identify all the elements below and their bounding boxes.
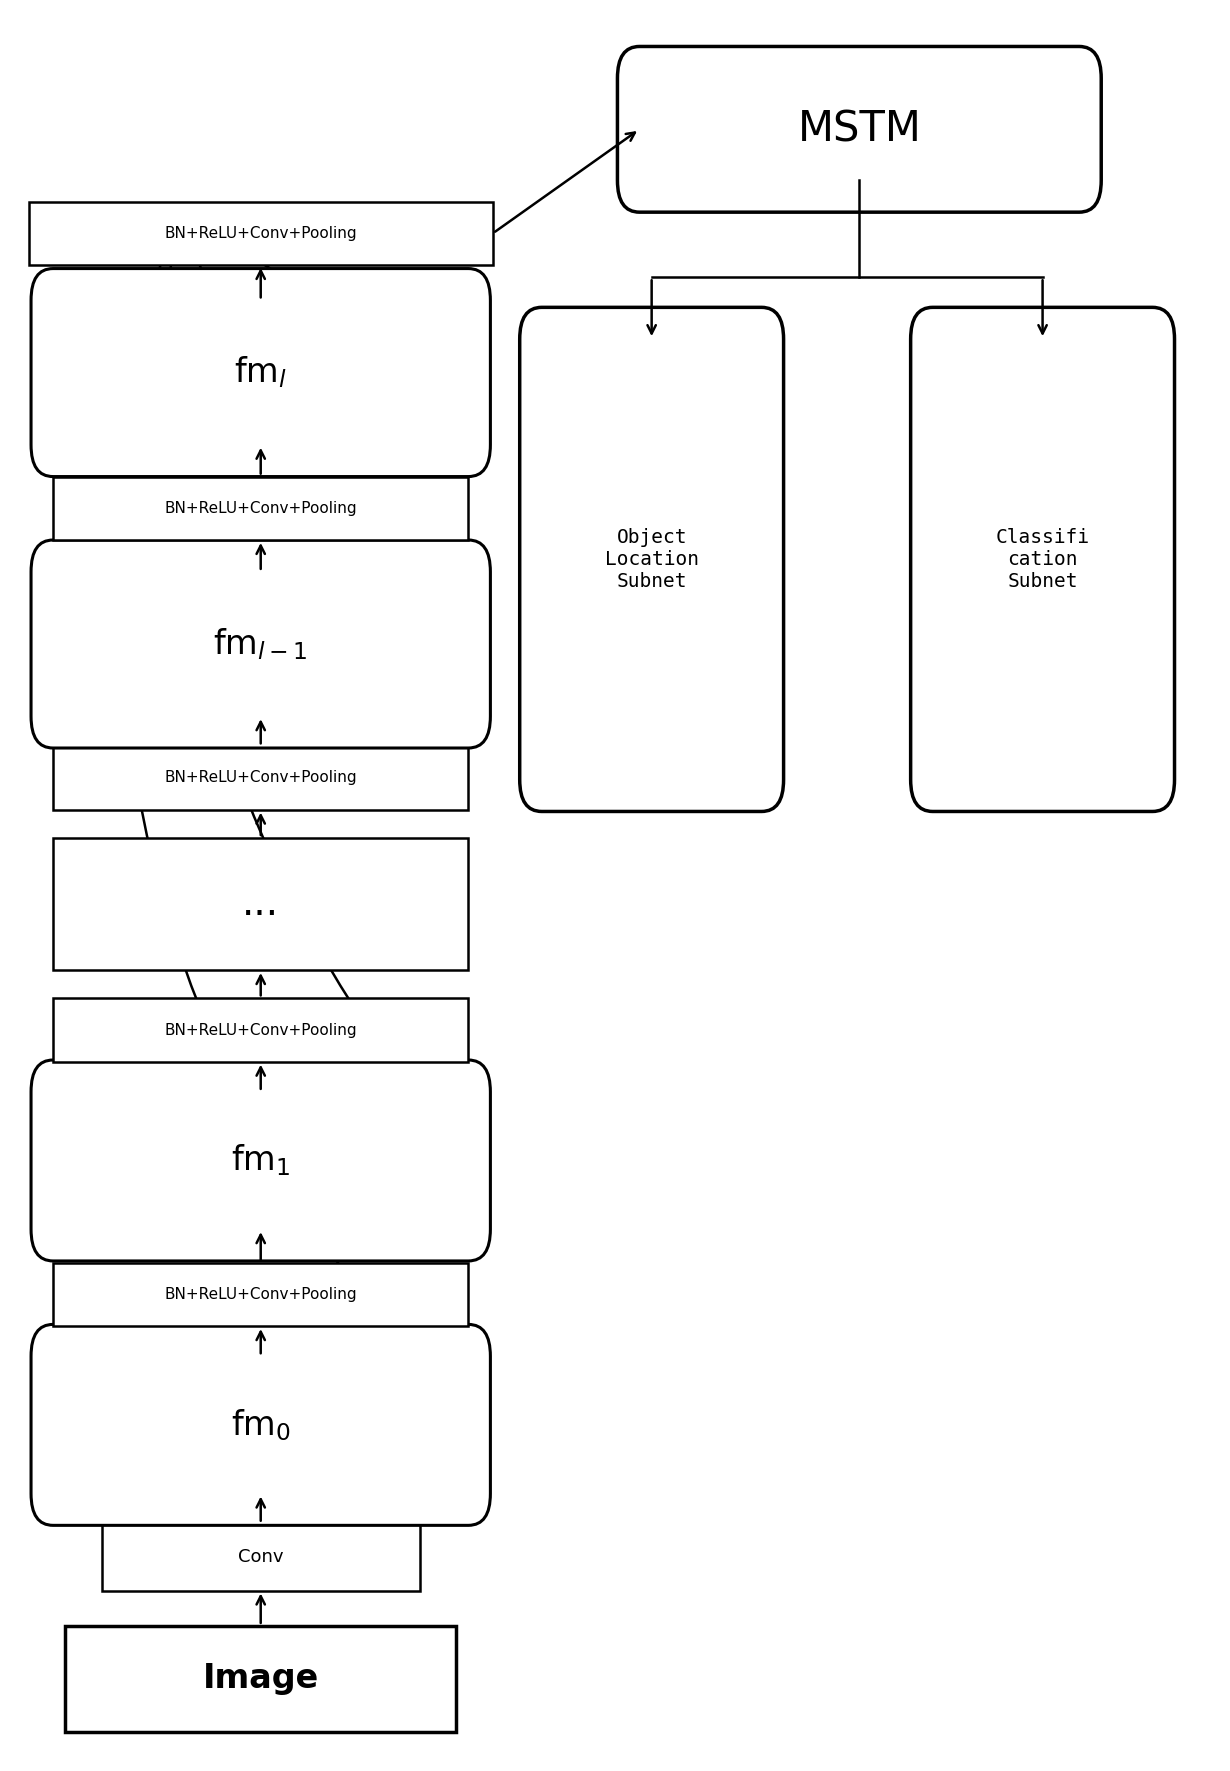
FancyArrowPatch shape: [167, 205, 467, 1160]
FancyBboxPatch shape: [102, 1523, 419, 1590]
FancyBboxPatch shape: [53, 1263, 469, 1326]
FancyBboxPatch shape: [31, 1325, 491, 1525]
FancyBboxPatch shape: [65, 1626, 456, 1732]
FancyBboxPatch shape: [53, 476, 469, 540]
FancyArrowPatch shape: [181, 204, 467, 372]
Text: Image: Image: [203, 1663, 319, 1695]
FancyBboxPatch shape: [53, 746, 469, 809]
Text: fm$_0$: fm$_0$: [231, 1406, 290, 1443]
Text: MSTM: MSTM: [797, 108, 921, 151]
Text: BN+ReLU+Conv+Pooling: BN+ReLU+Conv+Pooling: [165, 1022, 357, 1038]
FancyBboxPatch shape: [520, 308, 784, 811]
FancyArrowPatch shape: [178, 205, 467, 643]
FancyBboxPatch shape: [31, 540, 491, 747]
FancyBboxPatch shape: [910, 308, 1175, 811]
FancyBboxPatch shape: [31, 269, 491, 476]
FancyBboxPatch shape: [617, 46, 1101, 213]
FancyBboxPatch shape: [53, 838, 469, 971]
FancyBboxPatch shape: [31, 1061, 491, 1261]
Text: fm$_{l-1}$: fm$_{l-1}$: [214, 627, 308, 662]
Text: Classifi
cation
Subnet: Classifi cation Subnet: [995, 528, 1090, 592]
Text: fm$_l$: fm$_l$: [234, 354, 287, 390]
FancyBboxPatch shape: [28, 202, 493, 266]
Text: Conv: Conv: [237, 1548, 283, 1566]
Text: BN+ReLU+Conv+Pooling: BN+ReLU+Conv+Pooling: [165, 1288, 357, 1302]
FancyBboxPatch shape: [53, 999, 469, 1063]
FancyArrowPatch shape: [121, 205, 467, 1424]
Text: fm$_1$: fm$_1$: [231, 1142, 290, 1178]
Text: BN+ReLU+Conv+Pooling: BN+ReLU+Conv+Pooling: [165, 501, 357, 515]
Text: ...: ...: [242, 886, 279, 923]
Text: BN+ReLU+Conv+Pooling: BN+ReLU+Conv+Pooling: [165, 770, 357, 786]
Text: BN+ReLU+Conv+Pooling: BN+ReLU+Conv+Pooling: [165, 227, 357, 241]
Text: Object
Location
Subnet: Object Location Subnet: [605, 528, 699, 592]
